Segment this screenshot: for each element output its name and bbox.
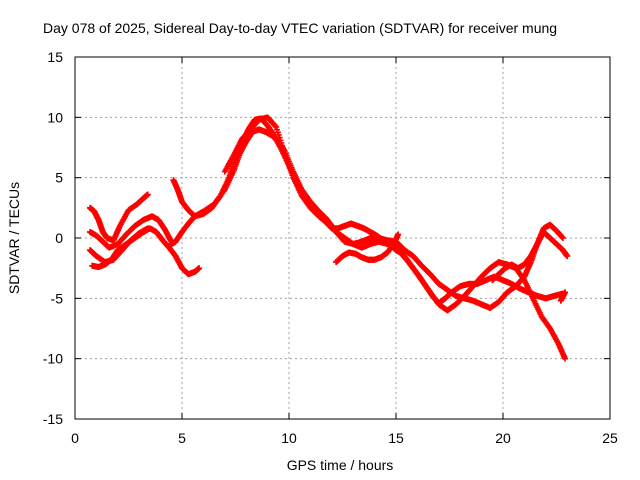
y-tick-label: 0 — [55, 230, 63, 246]
series-track-10 — [557, 289, 569, 304]
series-track-1 — [86, 213, 175, 251]
series-track-4 — [89, 225, 203, 278]
series-track-9 — [489, 228, 571, 284]
data-point — [144, 191, 151, 198]
x-tick-label: 5 — [178, 430, 186, 446]
data-point — [272, 123, 279, 130]
data-point — [564, 253, 571, 260]
series-track-8 — [333, 231, 402, 266]
series-track-5 — [170, 115, 566, 307]
x-tick-label: 20 — [495, 430, 511, 446]
x-axis-ticks: 0 5 10 15 20 25 — [71, 57, 618, 446]
x-tick-label: 15 — [388, 430, 404, 446]
series-track-7 — [221, 114, 569, 362]
y-axis-ticks: -15 -10 -5 0 5 10 15 — [43, 49, 610, 427]
x-tick-label: 25 — [602, 430, 618, 446]
y-tick-label: 5 — [55, 170, 63, 186]
y-tick-label: 10 — [47, 109, 63, 125]
y-tick-label: -5 — [51, 290, 64, 306]
y-axis-label: SDTVAR / TECUs — [6, 182, 22, 294]
x-tick-label: 0 — [71, 430, 79, 446]
x-tick-label: 10 — [281, 430, 297, 446]
data-point — [562, 355, 569, 362]
y-tick-label: 15 — [47, 49, 63, 65]
data-marks — [86, 114, 571, 362]
data-point — [562, 289, 569, 296]
data-point — [559, 235, 566, 241]
y-tick-label: -15 — [43, 411, 63, 427]
data-point — [395, 231, 402, 238]
chart-title: Day 078 of 2025, Sidereal Day-to-day VTE… — [43, 20, 557, 36]
y-tick-label: -10 — [43, 351, 63, 367]
x-axis-label: GPS time / hours — [287, 457, 394, 473]
series-track-3 — [86, 191, 151, 244]
data-point — [196, 265, 203, 272]
